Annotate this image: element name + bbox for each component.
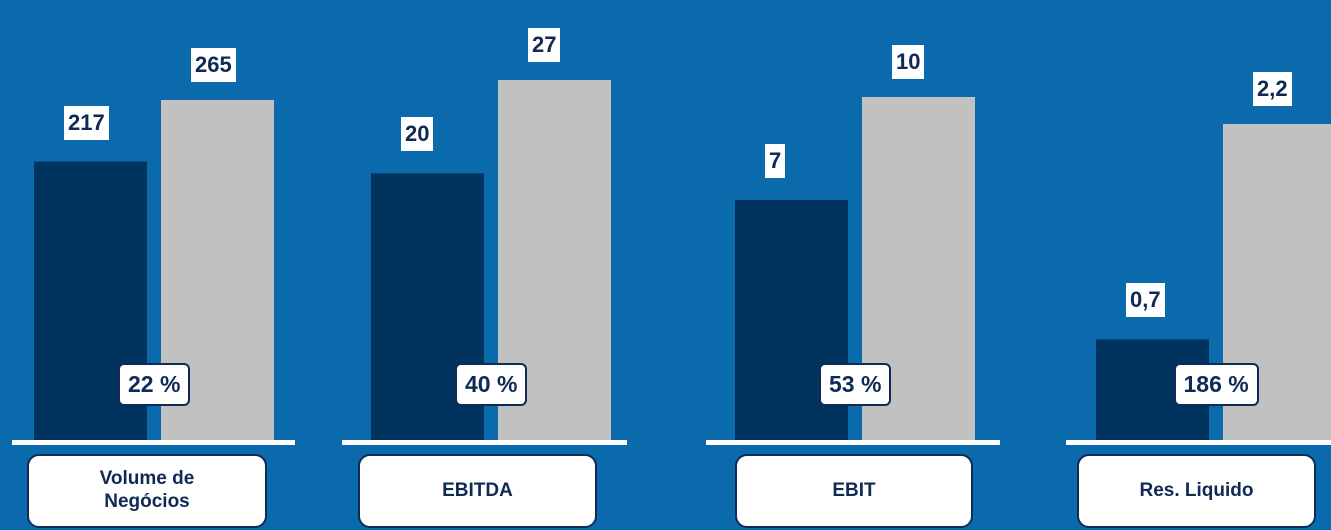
growth-badge-res-liquido: 186 % bbox=[1173, 363, 1259, 406]
value-label-ebitda-2: 27 bbox=[528, 28, 561, 62]
category-label-volume-de-neg-cios: Volume de Negócios bbox=[27, 454, 267, 528]
value-label-ebit-2: 10 bbox=[892, 45, 925, 79]
baseline-ebit bbox=[706, 440, 1000, 445]
value-label-volume-de-neg-cios-1: 217 bbox=[64, 105, 109, 140]
baseline-ebitda bbox=[342, 440, 627, 445]
baseline-res-liquido bbox=[1066, 440, 1331, 445]
value-label-ebitda-1: 20 bbox=[401, 117, 434, 152]
category-label-res-liquido: Res. Liquido bbox=[1077, 454, 1316, 528]
growth-badge-ebitda: 40 % bbox=[455, 363, 528, 406]
baseline-volume-de-neg-cios bbox=[12, 440, 295, 445]
value-label-res-liquido-1: 0,7 bbox=[1126, 283, 1165, 318]
value-label-ebit-1: 7 bbox=[765, 143, 786, 178]
category-label-ebit: EBIT bbox=[735, 454, 973, 528]
category-label-ebitda: EBITDA bbox=[358, 454, 597, 528]
growth-badge-ebit: 53 % bbox=[819, 363, 892, 406]
value-label-volume-de-neg-cios-2: 265 bbox=[191, 48, 236, 82]
growth-badge-volume-de-neg-cios: 22 % bbox=[118, 363, 191, 406]
value-label-res-liquido-2: 2,2 bbox=[1253, 72, 1292, 106]
